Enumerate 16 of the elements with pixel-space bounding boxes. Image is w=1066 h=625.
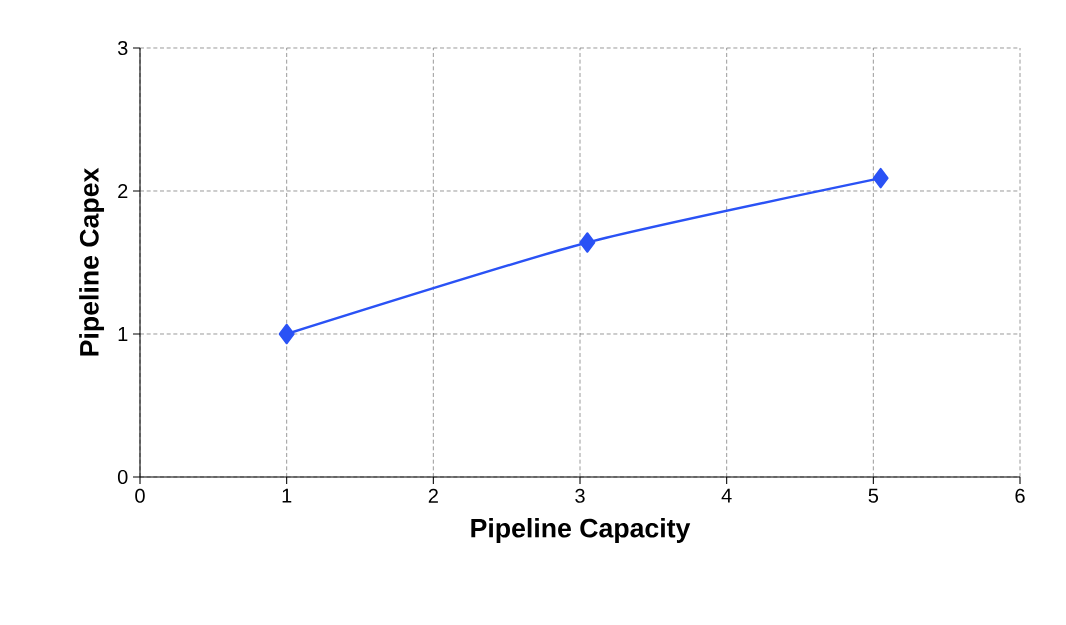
x-tick-label: 1 bbox=[282, 488, 292, 503]
point bbox=[278, 323, 295, 345]
x-tick-label: 6 bbox=[1015, 488, 1025, 503]
y-tick-label: 0 bbox=[117, 469, 128, 485]
y-axis-title: Pipeline Capex bbox=[79, 167, 105, 356]
y-tick-label: 2 bbox=[118, 184, 128, 198]
y-tick-label: 3 bbox=[117, 40, 128, 56]
point bbox=[579, 232, 596, 253]
x-tick-label: 4 bbox=[721, 488, 732, 503]
y-tick-label: 1 bbox=[118, 327, 128, 341]
point bbox=[872, 167, 889, 189]
x-tick-label: 0 bbox=[135, 488, 145, 503]
x-tick-label: 2 bbox=[428, 488, 438, 503]
x-tick-label: 3 bbox=[575, 488, 585, 503]
x-tick-label: 5 bbox=[868, 488, 879, 503]
x-axis-title: Pipeline Capacity bbox=[471, 518, 691, 543]
